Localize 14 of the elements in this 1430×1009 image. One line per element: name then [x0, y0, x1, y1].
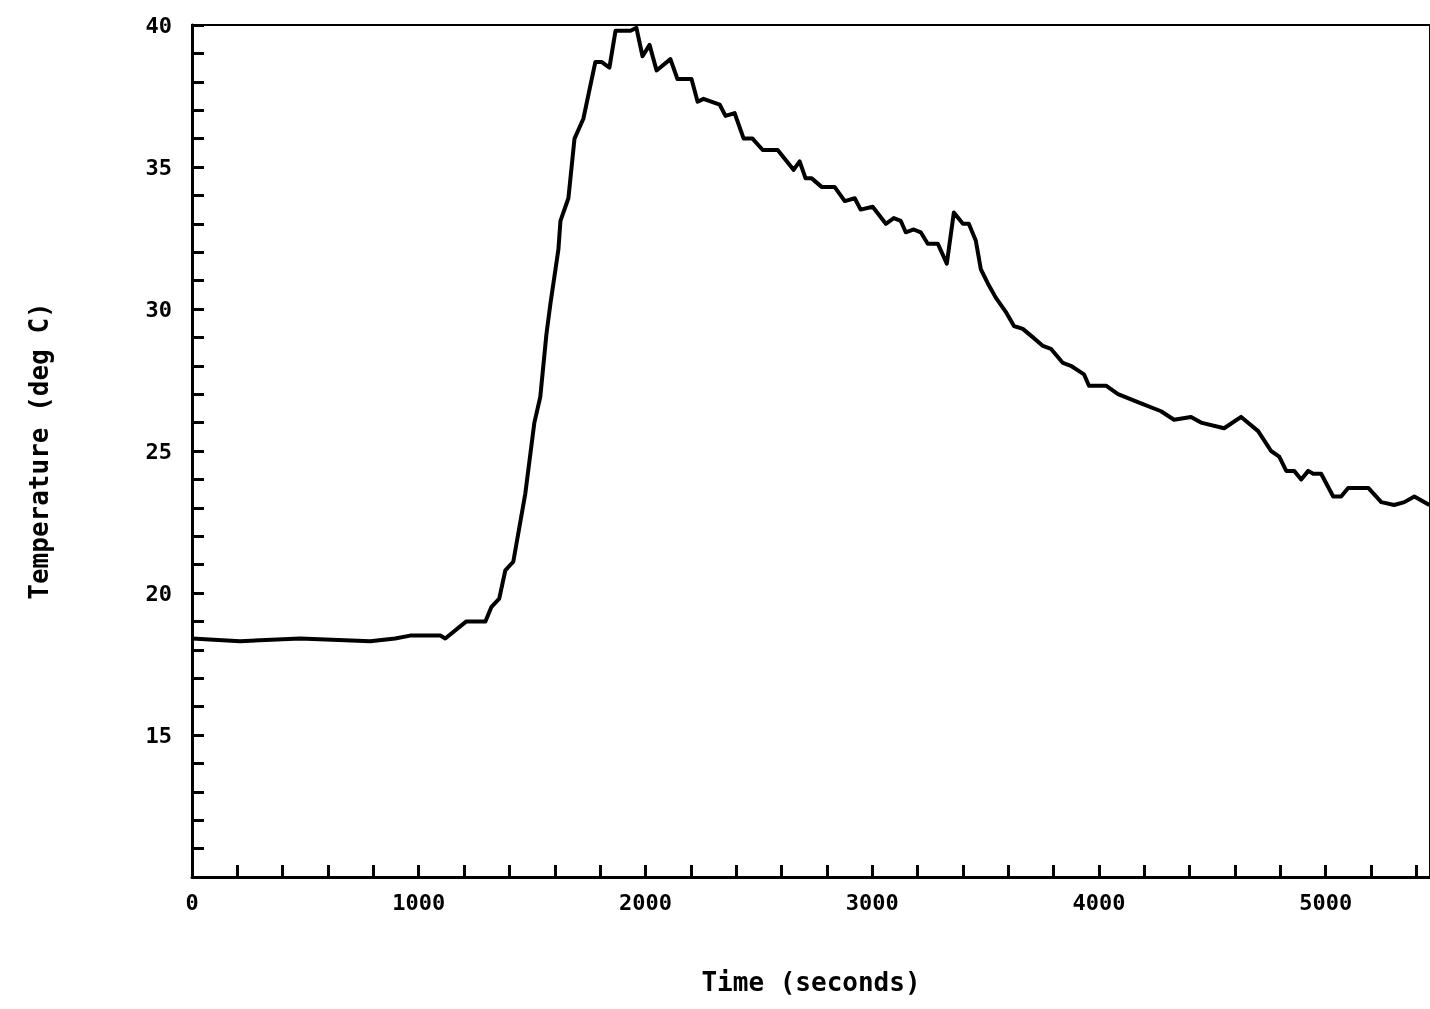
y-tick-label: 40 — [145, 12, 172, 38]
y-tick-label: 20 — [145, 580, 172, 606]
y-tick-label: 25 — [145, 438, 172, 464]
y-tick-label: 15 — [145, 722, 172, 748]
x-tick-label: 1000 — [392, 889, 446, 915]
y-axis-title: Temperature (deg C) — [24, 302, 54, 600]
x-axis-title: Time (seconds) — [701, 967, 921, 997]
x-tick-label: 0 — [185, 889, 199, 915]
x-tick-label: 4000 — [1072, 889, 1126, 915]
x-tick-label: 3000 — [845, 889, 899, 915]
x-tick-label: 5000 — [1299, 889, 1353, 915]
x-tick-label: 2000 — [618, 889, 672, 915]
y-tick-label: 30 — [145, 296, 172, 322]
y-tick-label: 35 — [145, 154, 172, 180]
